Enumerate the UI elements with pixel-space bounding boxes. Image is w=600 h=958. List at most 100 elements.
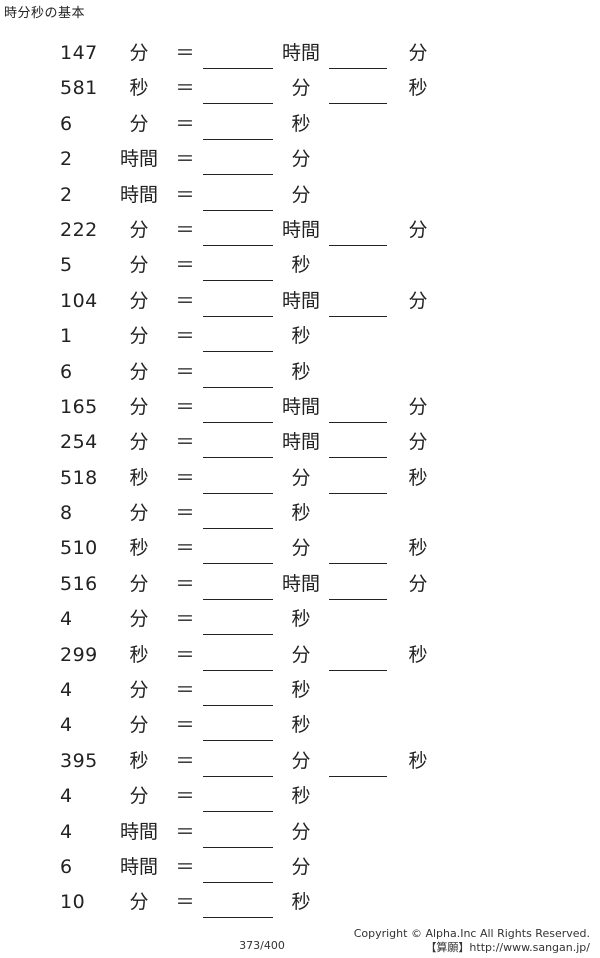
equals-sign: ＝	[175, 466, 195, 489]
answer-unit-1: 秒	[291, 325, 311, 348]
problem-row: 516 分 ＝ 時間 分	[0, 567, 600, 602]
given-unit: 秒	[129, 749, 149, 772]
answer-unit-2: 秒	[408, 643, 428, 666]
answer-unit-1: 秒	[291, 891, 311, 914]
answer-unit-1: 分	[291, 643, 311, 666]
problem-row: 395 秒 ＝ 分 秒	[0, 744, 600, 779]
answer-blank-2[interactable]	[329, 563, 387, 565]
page-number: 373/400	[239, 939, 285, 952]
answer-blank-1[interactable]	[203, 811, 273, 813]
answer-blank-1[interactable]	[203, 68, 273, 69]
answer-blank-2[interactable]	[329, 103, 387, 105]
problem-row: 6 分 ＝ 秒	[0, 107, 600, 142]
copyright-text: Copyright © Alpha.Inc All Rights Reserve…	[353, 927, 590, 940]
problem-row: 6 時間 ＝ 分	[0, 850, 600, 885]
answer-blank-1[interactable]	[203, 280, 273, 282]
given-unit: 時間	[119, 820, 158, 843]
problem-row: 4 分 ＝ 秒	[0, 602, 600, 637]
equals-sign: ＝	[175, 325, 195, 348]
answer-blank-1[interactable]	[203, 138, 273, 140]
answer-unit-1: 分	[291, 466, 311, 489]
answer-blank-1[interactable]	[203, 457, 273, 459]
answer-blank-2[interactable]	[329, 669, 387, 671]
answer-blank-1[interactable]	[203, 492, 273, 494]
problem-row: 147 分 ＝ 時間 分	[0, 36, 600, 71]
answer-unit-1: 時間	[281, 572, 320, 595]
answer-unit-2: 分	[408, 218, 428, 241]
answer-blank-2[interactable]	[329, 598, 387, 600]
equals-sign: ＝	[175, 749, 195, 772]
given-value: 8	[60, 502, 73, 525]
equals-sign: ＝	[175, 820, 195, 843]
problem-row: 1 分 ＝ 秒	[0, 319, 600, 354]
equals-sign: ＝	[175, 643, 195, 666]
equals-sign: ＝	[175, 891, 195, 914]
answer-unit-1: 分	[291, 855, 311, 878]
equals-sign: ＝	[175, 183, 195, 206]
given-unit: 分	[129, 572, 149, 595]
answer-blank-1[interactable]	[203, 669, 273, 671]
given-unit: 分	[129, 785, 149, 808]
given-unit: 分	[129, 254, 149, 277]
problem-row: 254 分 ＝ 時間 分	[0, 425, 600, 460]
answer-blank-1[interactable]	[203, 528, 273, 530]
answer-unit-1: 分	[291, 183, 311, 206]
answer-unit-2: 分	[408, 289, 428, 312]
given-value: 104	[60, 289, 98, 312]
answer-blank-1[interactable]	[203, 634, 273, 636]
answer-blank-1[interactable]	[203, 315, 273, 317]
answer-blank-2[interactable]	[329, 315, 387, 317]
answer-blank-1[interactable]	[203, 174, 273, 176]
equals-sign: ＝	[175, 785, 195, 808]
answer-blank-2[interactable]	[329, 492, 387, 494]
answer-blank-2[interactable]	[329, 775, 387, 777]
answer-blank-1[interactable]	[203, 209, 273, 211]
given-value: 6	[60, 855, 73, 878]
answer-blank-1[interactable]	[203, 917, 273, 919]
problem-list: 147 分＝時間分 581 秒＝分秒 6 分＝秒 2 時間＝分 2 時間＝分 222 分＝時間分 5 分＝…	[0, 36, 600, 921]
answer-unit-2: 秒	[408, 466, 428, 489]
answer-blank-1[interactable]	[203, 563, 273, 565]
answer-blank-1[interactable]	[203, 598, 273, 600]
answer-blank-2[interactable]	[329, 68, 387, 69]
given-value: 4	[60, 820, 73, 843]
equals-sign: ＝	[175, 360, 195, 383]
problem-row: 2 時間 ＝ 分	[0, 142, 600, 177]
given-value: 165	[60, 395, 98, 418]
answer-unit-2: 分	[408, 572, 428, 595]
answer-blank-1[interactable]	[203, 705, 273, 707]
answer-blank-1[interactable]	[203, 421, 273, 423]
given-value: 222	[60, 218, 98, 241]
answer-blank-1[interactable]	[203, 881, 273, 883]
given-value: 10	[60, 891, 86, 914]
equals-sign: ＝	[175, 218, 195, 241]
site-link[interactable]: 【算願】http://www.sangan.jp/	[425, 941, 590, 954]
answer-blank-1[interactable]	[203, 103, 273, 105]
answer-blank-2[interactable]	[329, 244, 387, 246]
given-value: 510	[60, 537, 98, 560]
answer-blank-1[interactable]	[203, 386, 273, 388]
problem-row: 4 分 ＝ 秒	[0, 708, 600, 743]
given-value: 299	[60, 643, 98, 666]
problem-row: 4 分 ＝ 秒	[0, 673, 600, 708]
given-unit: 時間	[119, 148, 158, 171]
answer-blank-1[interactable]	[203, 244, 273, 246]
answer-blank-1[interactable]	[203, 775, 273, 777]
given-value: 4	[60, 679, 73, 702]
equals-sign: ＝	[175, 77, 195, 100]
given-unit: 分	[129, 395, 149, 418]
answer-unit-2: 秒	[408, 537, 428, 560]
equals-sign: ＝	[175, 855, 195, 878]
answer-blank-1[interactable]	[203, 351, 273, 353]
given-value: 395	[60, 749, 98, 772]
answer-blank-2[interactable]	[329, 421, 387, 423]
answer-blank-1[interactable]	[203, 740, 273, 742]
given-value: 147	[60, 42, 98, 64]
answer-unit-1: 時間	[281, 218, 320, 241]
given-unit: 秒	[129, 77, 149, 100]
answer-unit-1: 分	[291, 77, 311, 100]
answer-blank-2[interactable]	[329, 457, 387, 459]
answer-blank-1[interactable]	[203, 846, 273, 848]
given-value: 516	[60, 572, 98, 595]
given-unit: 秒	[129, 643, 149, 666]
